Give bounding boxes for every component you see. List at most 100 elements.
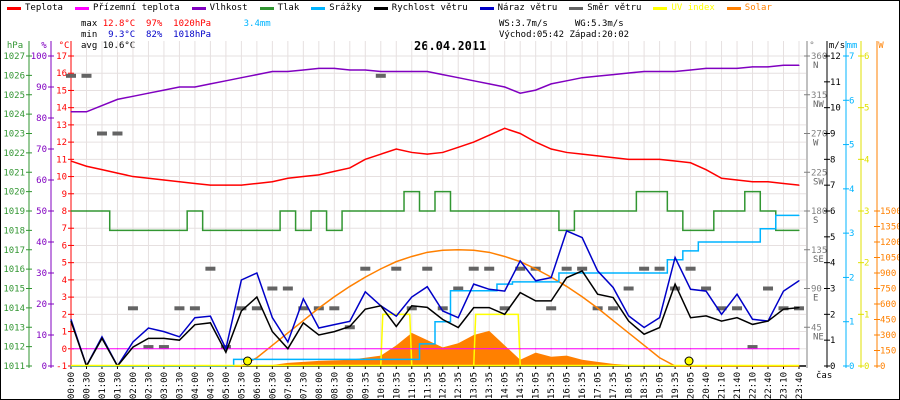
stats-avg: avg 10.6°C xyxy=(81,41,136,51)
stats-min: min 9.3°C 82% 1018hPa xyxy=(81,30,212,40)
data-point xyxy=(612,348,614,350)
data-point xyxy=(271,70,273,73)
axis-tick-label: 1018 xyxy=(3,226,25,236)
data-point xyxy=(658,70,661,73)
data-point xyxy=(550,281,552,283)
data-point xyxy=(411,255,413,258)
uv-index-bar xyxy=(472,313,521,367)
data-point xyxy=(628,332,630,334)
legend-swatch xyxy=(311,6,326,10)
x-tick-label: 17:35 xyxy=(609,372,619,399)
data-point xyxy=(116,98,119,100)
axis-tick-label: 90 xyxy=(36,83,47,93)
data-point xyxy=(473,348,475,350)
data-point xyxy=(287,332,289,334)
axis-tick-label: 2 xyxy=(849,273,854,283)
data-point xyxy=(473,290,475,292)
data-point xyxy=(333,296,335,298)
chart-title: 26.04.2011 xyxy=(414,39,487,53)
x-tick-label: 08:00 xyxy=(315,372,325,399)
data-point xyxy=(302,319,304,322)
legend-item: Solar xyxy=(726,3,772,13)
x-tick-label: 14:35 xyxy=(516,372,526,399)
wind-direction-mark xyxy=(189,306,200,311)
data-point xyxy=(395,315,397,317)
axis-unit-solar: W xyxy=(878,41,884,51)
axis-tick-label: 12 xyxy=(56,138,67,148)
data-point xyxy=(380,210,382,212)
legend-label: Vlhkost xyxy=(209,3,248,13)
data-point xyxy=(411,70,413,73)
wind-direction-mark xyxy=(437,306,448,311)
data-point xyxy=(643,158,645,160)
x-tick-label: 07:00 xyxy=(284,372,294,399)
legend-item: Vlhkost xyxy=(191,3,248,13)
axis-tick-label: 135 xyxy=(811,246,827,256)
wind-direction-mark xyxy=(747,345,758,350)
wind-direction-mark xyxy=(499,306,510,311)
x-tick-label: 15:05 xyxy=(532,372,542,399)
data-point xyxy=(209,348,212,350)
data-point xyxy=(194,182,196,185)
data-point xyxy=(612,74,614,76)
wind-direction-mark xyxy=(546,306,557,311)
x-tick-label: 19:35 xyxy=(671,372,681,399)
data-point xyxy=(163,348,165,350)
axis-tick-label: 30 xyxy=(36,269,47,279)
x-tick-label: 22:10 xyxy=(749,372,759,399)
x-tick-label: 03:00 xyxy=(160,372,170,399)
data-point xyxy=(240,229,242,231)
data-point xyxy=(798,214,800,217)
data-point xyxy=(364,69,366,71)
axis-tick-label: 2 xyxy=(830,310,835,320)
data-point xyxy=(302,69,304,71)
axis-tick-label: 7 xyxy=(62,224,67,234)
sunset-marker xyxy=(684,356,694,366)
legend-swatch xyxy=(569,6,584,10)
data-point xyxy=(566,277,568,279)
data-point xyxy=(256,296,258,298)
x-tick-label: 20:05 xyxy=(687,372,697,399)
data-point xyxy=(70,318,72,321)
data-point xyxy=(457,77,459,79)
data-point xyxy=(689,69,692,71)
data-point xyxy=(271,317,273,319)
data-point xyxy=(751,348,754,350)
x-tick-label: 11:35 xyxy=(423,372,433,399)
axis-tick-label: 80 xyxy=(36,114,47,124)
data-point xyxy=(628,320,630,322)
legend-label: UV index xyxy=(671,3,715,13)
data-point xyxy=(287,177,289,179)
axis-tick-label: 0 xyxy=(830,362,835,372)
data-point xyxy=(581,348,583,350)
axis-tick-label: 3 xyxy=(864,207,869,217)
x-tick-label: 01:00 xyxy=(98,372,108,399)
data-point xyxy=(488,134,490,136)
data-point xyxy=(689,317,692,319)
x-tick-label: 16:35 xyxy=(578,372,588,399)
data-point xyxy=(705,67,707,69)
legend-label: Rychlost větru xyxy=(391,3,468,13)
axis-tick-label: 1200 xyxy=(880,238,900,248)
x-tick-label: 15:35 xyxy=(547,372,557,399)
axis-tick-label: 15 xyxy=(56,86,67,96)
axis-tick-label: 4 xyxy=(830,259,835,269)
data-point xyxy=(628,72,630,74)
axis-tick-label: 1 xyxy=(830,336,835,346)
axis-unit-hum: % xyxy=(41,41,47,51)
data-point xyxy=(519,281,521,283)
data-point xyxy=(116,348,119,350)
axis-tick-label: 1 xyxy=(849,318,854,328)
axis-tick-label: 1024 xyxy=(3,110,25,120)
axis-tick-label: 10 xyxy=(56,173,67,183)
axis-tick-label: 3 xyxy=(830,285,835,295)
data-point xyxy=(689,229,692,231)
data-point xyxy=(442,310,444,312)
data-point xyxy=(194,86,196,88)
data-point xyxy=(364,291,366,293)
x-tick-label: 03:30 xyxy=(175,372,185,399)
axis-tick-label: 90 xyxy=(811,285,822,295)
direction-label: SW xyxy=(813,177,824,187)
axis-tick-label: 5 xyxy=(864,104,869,114)
data-point xyxy=(488,288,490,290)
